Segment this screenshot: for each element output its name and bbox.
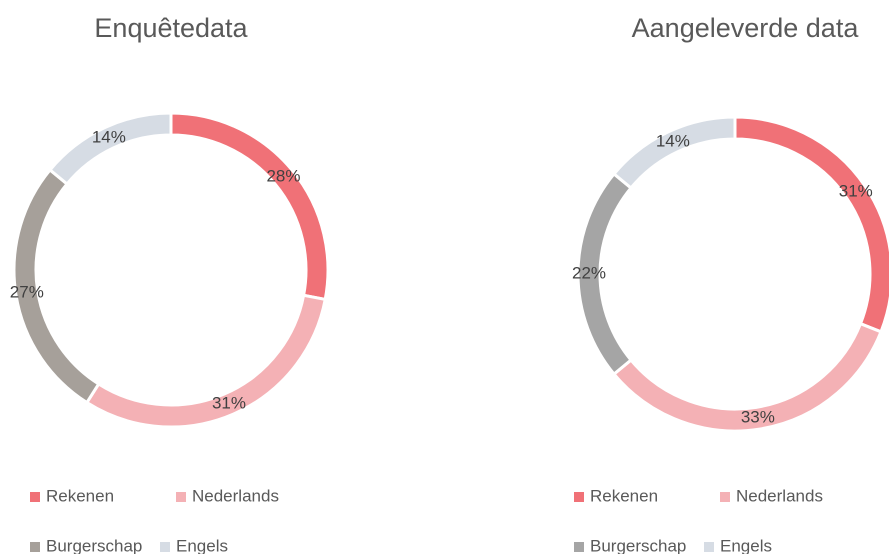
legend-swatch bbox=[30, 542, 40, 552]
legend-swatch bbox=[160, 542, 170, 552]
data-label: 22% bbox=[572, 263, 606, 282]
legend-label: Rekenen bbox=[46, 486, 114, 505]
legend-label: Nederlands bbox=[736, 486, 823, 505]
legend-swatch bbox=[176, 492, 186, 502]
legend-label: Rekenen bbox=[590, 486, 658, 505]
chart-title: Aangeleverde data bbox=[632, 13, 860, 43]
legend-swatch bbox=[704, 542, 714, 552]
legend-swatch bbox=[574, 492, 584, 502]
legend-swatch bbox=[30, 492, 40, 502]
legend-label: Burgerschap bbox=[46, 536, 142, 554]
data-label: 28% bbox=[266, 166, 300, 185]
donut-segment bbox=[611, 115, 737, 191]
data-label: 27% bbox=[10, 282, 44, 301]
chart-title: Enquêtedata bbox=[94, 13, 248, 43]
legend-label: Nederlands bbox=[192, 486, 279, 505]
donut-segment bbox=[84, 293, 327, 429]
donut-segment bbox=[733, 115, 889, 334]
data-label: 31% bbox=[212, 393, 246, 412]
legend-label: Burgerschap bbox=[590, 536, 686, 554]
data-label: 33% bbox=[741, 408, 775, 427]
data-label: 14% bbox=[656, 131, 690, 150]
legend-swatch bbox=[720, 492, 730, 502]
donut-segment bbox=[169, 111, 330, 302]
donut-segment bbox=[47, 111, 173, 187]
legend-label: Engels bbox=[176, 536, 228, 554]
legend-label: Engels bbox=[720, 536, 772, 554]
data-label: 14% bbox=[92, 127, 126, 146]
data-label: 31% bbox=[839, 181, 873, 200]
legend-swatch bbox=[574, 542, 584, 552]
